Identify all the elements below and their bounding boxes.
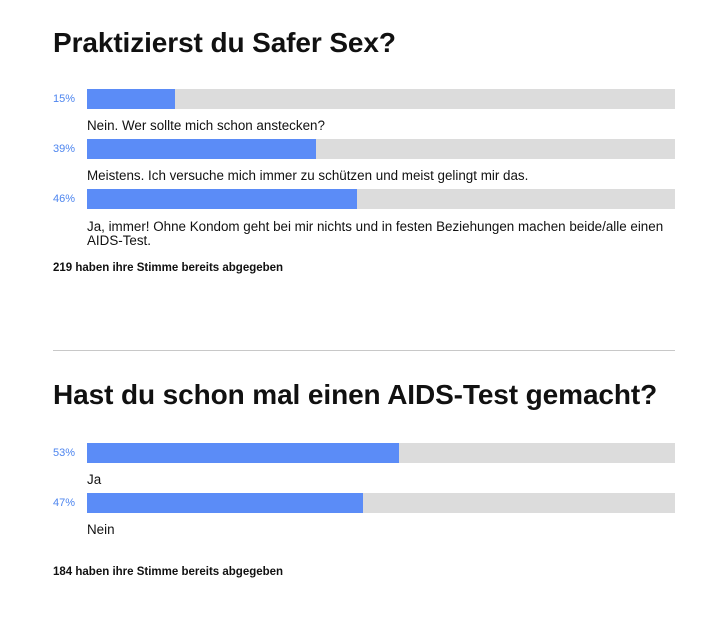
option-label: Ja, immer! Ohne Kondom geht bei mir nich…: [87, 219, 664, 248]
option-bar-fill: [87, 189, 358, 209]
option-bar-track: [87, 89, 675, 109]
option-percent: 46%: [53, 193, 76, 205]
option-bar-fill: [87, 139, 317, 159]
option-label: Meistens. Ich versuche mich immer zu sch…: [87, 168, 529, 183]
option-label: Nein. Wer sollte mich schon anstecken?: [87, 118, 325, 133]
option-label: Ja: [87, 472, 102, 487]
vote-count: 219 haben ihre Stimme bereits abgegeben: [53, 262, 284, 274]
option-bar-track: [87, 443, 675, 463]
option-percent: 47%: [53, 497, 76, 509]
option-bar-track: [87, 189, 675, 209]
option-bar-fill: [87, 89, 176, 109]
poll-title: Hast du schon mal einen AIDS-Test gemach…: [53, 379, 658, 410]
vote-count: 184 haben ihre Stimme bereits abgegeben: [53, 566, 284, 578]
option-bar-fill: [87, 443, 399, 463]
option-bar-track: [87, 493, 675, 513]
option-percent: 39%: [53, 143, 76, 155]
option-percent: 53%: [53, 447, 76, 459]
option-bar-track: [87, 139, 675, 159]
option-percent: 15%: [53, 93, 76, 105]
divider: [53, 350, 675, 351]
option-label: Nein: [87, 522, 115, 537]
poll-title: Praktizierst du Safer Sex?: [53, 27, 396, 58]
option-bar-fill: [87, 493, 364, 513]
